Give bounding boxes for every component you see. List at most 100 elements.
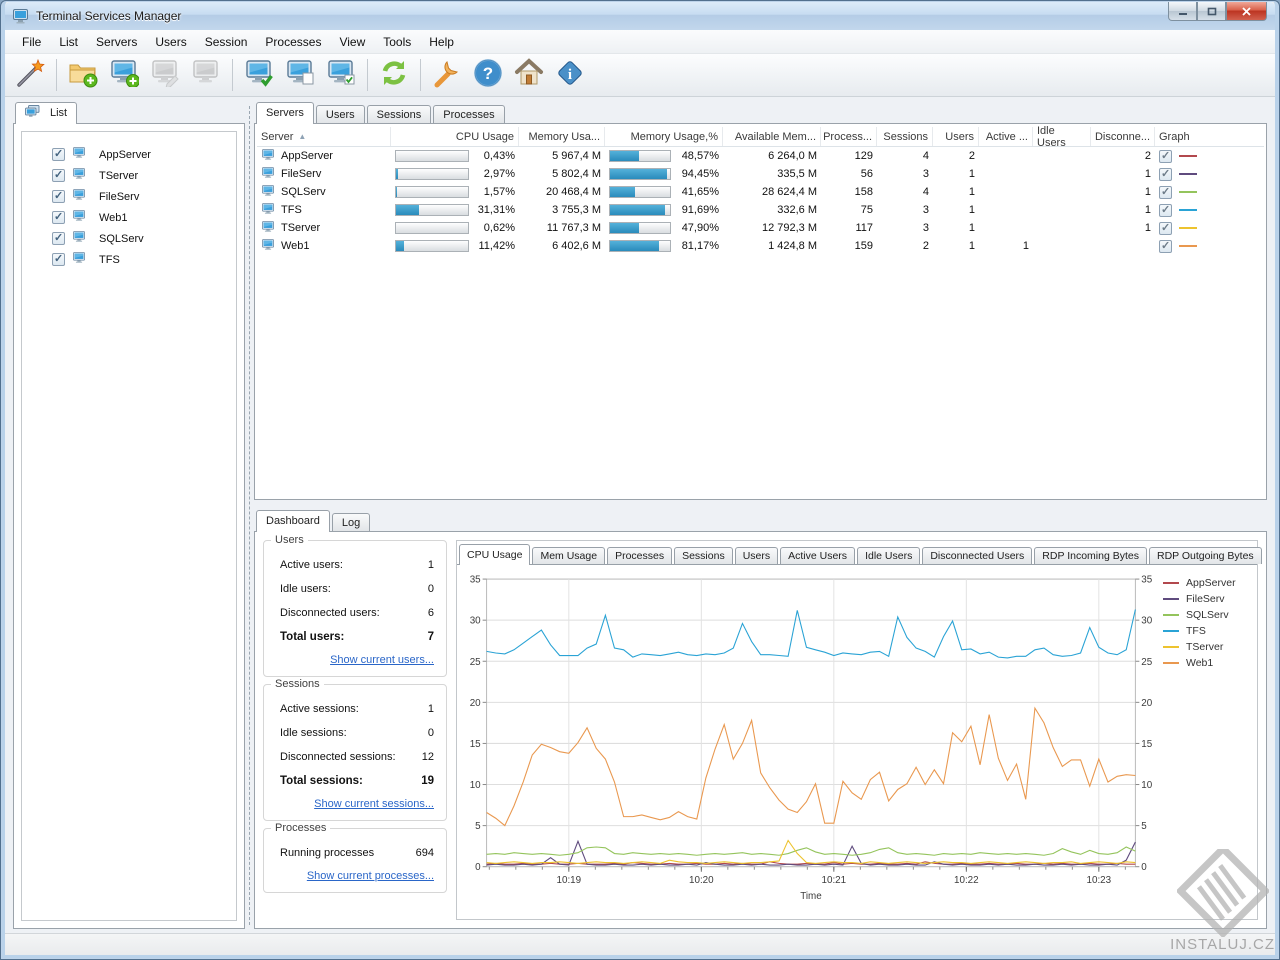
column-header-graph[interactable]: Graph [1155,127,1213,146]
menu-item-users[interactable]: Users [155,34,187,49]
disconnect-server-button[interactable] [281,57,319,94]
column-label: Disconne... [1094,130,1150,143]
cpu-usage-chart: 0 0 5 5 10 10 15 15 20 20 25 25 30 30 35 35 10:19 10:20 10… [457,565,1163,919]
column-header-sess[interactable]: Sessions [877,127,933,146]
show-current-processes-link[interactable]: Show current processes... [306,870,434,882]
graph-checkbox[interactable] [1159,167,1172,181]
server-checkbox[interactable] [52,189,65,203]
server-checkbox[interactable] [52,168,65,182]
menu-item-servers[interactable]: Servers [96,34,138,49]
menu-item-list[interactable]: List [59,34,79,49]
show-current-users-link[interactable]: Show current users... [330,654,434,666]
stat-total-label: Total sessions: [280,775,363,787]
edit-server-icon [151,58,180,92]
options-wrench-button[interactable] [428,57,466,94]
column-header-avail[interactable]: Available Mem... [723,127,821,146]
server-cell: TServer [257,219,391,237]
chart-tab-cpu-usage[interactable]: CPU Usage [459,544,531,566]
groupbox-title: Sessions [271,678,324,690]
column-header-users[interactable]: Users [933,127,979,146]
chart-tab-users[interactable]: Users [734,547,779,564]
chart-tab-disconnected-users[interactable]: Disconnected Users [922,547,1033,564]
chart-tab-processes[interactable]: Processes [607,547,673,564]
tab-dashboard[interactable]: Dashboard [256,510,330,533]
server-list-item-appserver[interactable]: AppServer [26,144,232,165]
graph-checkbox[interactable] [1159,185,1172,199]
graph-checkbox[interactable] [1159,203,1172,217]
server-list-item-tfs[interactable]: TFS [26,249,232,270]
users-cell: 1 [933,183,979,201]
chart-tab-idle-users[interactable]: Idle Users [857,547,921,564]
maximize-button[interactable] [1197,2,1226,21]
vertical-splitter[interactable] [245,102,254,929]
menu-item-file[interactable]: File [22,34,42,49]
menu-item-tools[interactable]: Tools [383,34,412,49]
add-server-button[interactable] [105,57,143,94]
tab-list[interactable]: List [15,102,78,125]
server-checkbox[interactable] [52,210,65,224]
chart-tab-active-users[interactable]: Active Users [780,547,856,564]
monitor-icon [261,148,276,165]
cell-value: 3 [922,222,929,234]
minimize-button[interactable] [1168,2,1197,21]
table-row-web1[interactable]: Web1 11,42% 6 402,6 M 81,17% 1 424,8 M 159 2 1 1 [257,237,1264,255]
close-button[interactable] [1226,2,1267,21]
connect-server-button[interactable] [240,57,278,94]
svg-text:0: 0 [475,862,481,873]
server-list-item-tserver[interactable]: TServer [26,165,232,186]
show-current-sessions-link[interactable]: Show current sessions... [314,798,434,810]
legend-item-fileserv: FileServ [1163,593,1257,605]
server-list-item-sqlserv[interactable]: SQLServ [26,228,232,249]
refresh-button[interactable] [375,57,413,94]
idle-users-cell [1033,165,1091,183]
chart-tab-rdp-outgoing-bytes[interactable]: RDP Outgoing Bytes [1148,547,1262,564]
column-header-active[interactable]: Active ... [979,127,1033,146]
idle-users-cell [1033,147,1091,165]
chart-tab-rdp-incoming-bytes[interactable]: RDP Incoming Bytes [1034,547,1147,564]
graph-checkbox[interactable] [1159,149,1172,163]
help-button[interactable]: ? [469,57,507,94]
column-header-server[interactable]: Server ▲ [257,127,391,146]
menu-item-help[interactable]: Help [429,34,454,49]
memory-pct-value: 91,69% [681,204,719,216]
home-button[interactable] [510,57,548,94]
menu-item-view[interactable]: View [339,34,366,49]
about-info-button[interactable]: i [551,57,589,94]
add-group-folder-button[interactable] [64,57,102,94]
connect-checked-button[interactable] [322,57,360,94]
table-row-appserver[interactable]: AppServer 0,43% 5 967,4 M 48,57% 6 264,0 M 12… [257,147,1264,165]
server-list-item-web1[interactable]: Web1 [26,207,232,228]
tab-users[interactable]: Users [315,105,365,123]
server-checkbox[interactable] [52,252,65,266]
toolbar-separator [367,59,368,91]
column-header-idle[interactable]: Idle Users [1033,125,1091,149]
cell-value: 56 [860,168,873,180]
column-header-disc[interactable]: Disconne... [1091,127,1155,146]
server-list-item-fileserv[interactable]: FileServ [26,186,232,207]
menu-item-session[interactable]: Session [204,34,248,49]
server-checkbox[interactable] [52,231,65,245]
column-header-cpu[interactable]: CPU Usage [391,127,519,146]
graph-line-swatch [1179,191,1197,193]
menu-item-processes[interactable]: Processes [265,34,322,49]
wizard-wand-button[interactable] [11,57,49,94]
tab-sessions[interactable]: Sessions [366,105,432,123]
chart-tab-sessions[interactable]: Sessions [674,547,733,564]
column-header-memp[interactable]: Memory Usage,% [605,127,723,146]
stat-row: Disconnected sessions: 12 [264,745,446,769]
tab-servers[interactable]: Servers [256,102,314,125]
table-row-tfs[interactable]: TFS 31,31% 3 755,3 M 91,69% 332,6 M 75 3 1 1 [257,201,1264,219]
tab-processes[interactable]: Processes [433,105,505,123]
table-row-sqlserv[interactable]: SQLServ 1,57% 20 468,4 M 41,65% 28 624,4 M 15… [257,183,1264,201]
graph-checkbox[interactable] [1159,239,1172,253]
column-header-mem[interactable]: Memory Usa... [519,127,605,146]
idle-users-cell [1033,237,1091,255]
table-row-fileserv[interactable]: FileServ 2,97% 5 802,4 M 94,45% 335,5 M 56 3 1 1 [257,165,1264,183]
svg-text:i: i [568,67,572,83]
server-checkbox[interactable] [52,147,65,161]
table-row-tserver[interactable]: TServer 0,62% 11 767,3 M 47,90% 12 792,3 M 11… [257,219,1264,237]
graph-checkbox[interactable] [1159,221,1172,235]
tab-log[interactable]: Log [331,513,371,531]
chart-tab-mem-usage[interactable]: Mem Usage [532,547,606,564]
column-header-proc[interactable]: Process... [821,127,877,146]
